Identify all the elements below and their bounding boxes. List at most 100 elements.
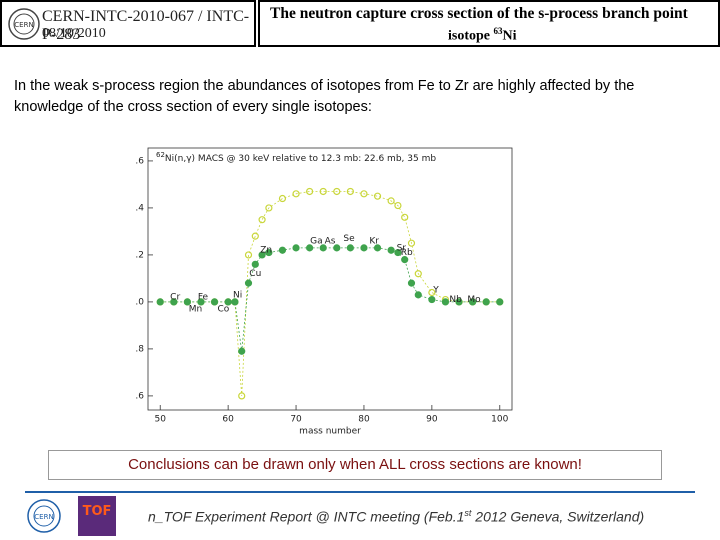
element-label: Sr xyxy=(397,243,407,253)
x-tick-label: 100 xyxy=(491,415,508,425)
x-tick-label: 90 xyxy=(426,415,438,425)
data-point xyxy=(292,190,300,198)
data-point xyxy=(258,251,266,259)
data-point xyxy=(387,246,395,254)
data-point xyxy=(306,244,314,252)
body-text: In the weak s-process region the abundan… xyxy=(14,78,635,115)
title-line1: The neutron capture cross section of the… xyxy=(270,5,688,22)
footer-line xyxy=(25,491,695,493)
element-label: Ni xyxy=(233,290,242,300)
data-point xyxy=(346,187,354,196)
element-label: Rb xyxy=(401,248,413,258)
data-point xyxy=(496,298,504,306)
data-point xyxy=(251,232,259,240)
element-label: Fe xyxy=(198,293,209,303)
element-label: Cr xyxy=(170,293,180,303)
x-tick-label: 70 xyxy=(290,415,302,425)
plot-title-text: Ni(n,γ) MACS @ 30 keV relative to 12.3 m… xyxy=(165,154,436,164)
y-tick-label: .2 xyxy=(135,250,144,260)
data-point xyxy=(373,244,382,252)
y-tick-label: .6 xyxy=(135,391,144,401)
x-tick-label: 50 xyxy=(154,415,166,425)
data-point xyxy=(319,187,327,196)
footer-cern-logo: CERN xyxy=(27,499,61,533)
data-point xyxy=(238,347,246,355)
data-point xyxy=(333,244,341,252)
element-label: Ga xyxy=(310,236,323,246)
data-point xyxy=(306,187,314,196)
footer-prefix: n_TOF Experiment Report @ INTC meeting (… xyxy=(148,508,465,525)
data-point xyxy=(455,298,463,306)
data-point xyxy=(258,216,266,224)
logo-text: CERN xyxy=(14,21,33,29)
header-left: CERN CERN-INTC-2010-067 / INTC-P-283 08/… xyxy=(0,0,256,47)
y-tick-label: .4 xyxy=(135,203,144,213)
data-point xyxy=(428,295,436,304)
data-point xyxy=(156,298,164,306)
y-tick-label: .0 xyxy=(135,297,144,307)
header-right: The neutron capture cross section of the… xyxy=(258,0,720,47)
plot-title: 62Ni(n,γ) MACS @ 30 keV relative to 12.3… xyxy=(156,151,436,164)
data-point xyxy=(373,192,382,200)
series-line xyxy=(160,191,500,396)
data-point xyxy=(333,187,341,196)
report-id: CERN-INTC-2010-067 / INTC-P-283 xyxy=(42,8,250,43)
data-point xyxy=(183,298,191,306)
y-tick-label: .8 xyxy=(135,344,144,354)
element-label: Co xyxy=(217,304,229,314)
data-point xyxy=(265,204,273,212)
data-point xyxy=(224,298,232,306)
data-point xyxy=(394,201,402,210)
data-point xyxy=(407,239,416,247)
data-point xyxy=(407,279,416,287)
data-point xyxy=(319,244,327,252)
x-tick-label: 60 xyxy=(222,415,234,425)
element-label: Y xyxy=(432,286,439,296)
data-point xyxy=(244,251,253,259)
data-point xyxy=(428,288,436,297)
data-point xyxy=(360,244,368,252)
title-suffix: Ni xyxy=(502,28,517,44)
footer-text: n_TOF Experiment Report @ INTC meeting (… xyxy=(148,508,644,525)
date: 08/10/2010 xyxy=(42,26,106,41)
tof-logo: TOF xyxy=(78,496,116,536)
element-label: Mo xyxy=(467,295,481,305)
element-label: Cu xyxy=(249,269,261,279)
data-point xyxy=(346,244,354,252)
data-point xyxy=(251,260,259,268)
data-point xyxy=(278,246,287,254)
x-axis-label: mass number xyxy=(299,427,361,437)
data-point xyxy=(238,392,246,400)
conclusion: Conclusions can be drawn only when ALL c… xyxy=(48,450,662,480)
plot-frame xyxy=(147,147,513,411)
element-label: Zn xyxy=(260,246,272,256)
data-point xyxy=(387,197,395,205)
plot-title-sup: 62 xyxy=(156,151,165,159)
data-point xyxy=(401,213,409,221)
footer-logo-text: CERN xyxy=(34,513,53,521)
data-point xyxy=(292,244,300,252)
title-prefix: isotope xyxy=(448,28,494,44)
title-line2: isotope 63Ni xyxy=(448,26,517,45)
data-point xyxy=(441,298,450,306)
data-point xyxy=(210,298,219,306)
element-label: Kr xyxy=(369,236,379,246)
data-point xyxy=(278,194,287,203)
data-point xyxy=(401,256,409,264)
element-label: Mn xyxy=(189,304,202,314)
element-label: Se xyxy=(343,234,355,244)
data-point xyxy=(231,298,239,306)
data-point xyxy=(482,298,490,306)
data-point xyxy=(360,190,368,198)
title-sup: 63 xyxy=(493,26,503,36)
data-point xyxy=(197,298,205,306)
cern-logo: CERN xyxy=(8,8,40,40)
data-point xyxy=(394,248,402,257)
data-point xyxy=(469,298,477,306)
data-point xyxy=(244,279,253,287)
data-point xyxy=(414,270,422,278)
element-label: Nb xyxy=(449,295,462,305)
data-point xyxy=(414,291,422,299)
